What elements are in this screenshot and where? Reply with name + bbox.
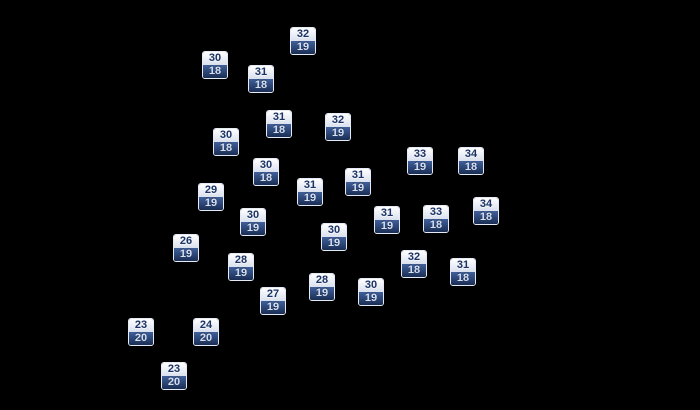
low-temp-value: 20: [129, 332, 153, 345]
temperature-marker[interactable]: 23 20: [128, 318, 154, 346]
temperature-marker[interactable]: 27 19: [260, 287, 286, 315]
low-temp-value: 18: [214, 142, 238, 155]
high-temp-value: 30: [322, 224, 346, 237]
high-temp-value: 31: [375, 207, 399, 220]
temperature-marker[interactable]: 31 19: [297, 178, 323, 206]
temperature-marker[interactable]: 31 19: [345, 168, 371, 196]
high-temp-value: 30: [241, 209, 265, 222]
low-temp-value: 19: [298, 192, 322, 205]
high-temp-value: 32: [402, 251, 426, 264]
low-temp-value: 19: [199, 197, 223, 210]
temperature-marker[interactable]: 30 18: [253, 158, 279, 186]
low-temp-value: 19: [326, 127, 350, 140]
temperature-marker[interactable]: 31 18: [450, 258, 476, 286]
low-temp-value: 18: [267, 124, 291, 137]
temperature-marker[interactable]: 32 19: [290, 27, 316, 55]
low-temp-value: 19: [359, 292, 383, 305]
high-temp-value: 23: [162, 363, 186, 376]
low-temp-value: 19: [229, 267, 253, 280]
high-temp-value: 28: [310, 274, 334, 287]
high-temp-value: 31: [298, 179, 322, 192]
temperature-marker[interactable]: 24 20: [193, 318, 219, 346]
low-temp-value: 18: [249, 79, 273, 92]
high-temp-value: 28: [229, 254, 253, 267]
low-temp-value: 19: [408, 161, 432, 174]
high-temp-value: 30: [359, 279, 383, 292]
low-temp-value: 19: [375, 220, 399, 233]
high-temp-value: 32: [326, 114, 350, 127]
low-temp-value: 19: [261, 301, 285, 314]
high-temp-value: 27: [261, 288, 285, 301]
high-temp-value: 30: [214, 129, 238, 142]
low-temp-value: 19: [310, 287, 334, 300]
temperature-marker[interactable]: 29 19: [198, 183, 224, 211]
high-temp-value: 34: [459, 148, 483, 161]
high-temp-value: 33: [424, 206, 448, 219]
low-temp-value: 19: [346, 182, 370, 195]
high-temp-value: 33: [408, 148, 432, 161]
low-temp-value: 18: [402, 264, 426, 277]
high-temp-value: 31: [346, 169, 370, 182]
low-temp-value: 18: [474, 211, 498, 224]
low-temp-value: 18: [459, 161, 483, 174]
low-temp-value: 19: [291, 41, 315, 54]
high-temp-value: 32: [291, 28, 315, 41]
low-temp-value: 20: [162, 376, 186, 389]
temperature-marker[interactable]: 30 19: [321, 223, 347, 251]
low-temp-value: 20: [194, 332, 218, 345]
temperature-marker[interactable]: 32 19: [325, 113, 351, 141]
temperature-marker[interactable]: 30 19: [240, 208, 266, 236]
temperature-marker[interactable]: 32 18: [401, 250, 427, 278]
low-temp-value: 18: [254, 172, 278, 185]
temperature-marker[interactable]: 28 19: [309, 273, 335, 301]
temperature-marker[interactable]: 33 18: [423, 205, 449, 233]
high-temp-value: 30: [254, 159, 278, 172]
temperature-marker[interactable]: 23 20: [161, 362, 187, 390]
temperature-marker[interactable]: 33 19: [407, 147, 433, 175]
low-temp-value: 18: [424, 219, 448, 232]
high-temp-value: 26: [174, 235, 198, 248]
high-temp-value: 31: [267, 111, 291, 124]
low-temp-value: 18: [451, 272, 475, 285]
high-temp-value: 31: [451, 259, 475, 272]
temperature-marker[interactable]: 34 18: [458, 147, 484, 175]
temperature-marker[interactable]: 28 19: [228, 253, 254, 281]
high-temp-value: 34: [474, 198, 498, 211]
low-temp-value: 19: [241, 222, 265, 235]
high-temp-value: 31: [249, 66, 273, 79]
temperature-marker[interactable]: 30 18: [213, 128, 239, 156]
high-temp-value: 29: [199, 184, 223, 197]
low-temp-value: 19: [174, 248, 198, 261]
temperature-marker[interactable]: 26 19: [173, 234, 199, 262]
temperature-marker[interactable]: 31 18: [266, 110, 292, 138]
high-temp-value: 23: [129, 319, 153, 332]
high-temp-value: 30: [203, 52, 227, 65]
temperature-marker[interactable]: 34 18: [473, 197, 499, 225]
temperature-marker[interactable]: 30 19: [358, 278, 384, 306]
low-temp-value: 18: [203, 65, 227, 78]
low-temp-value: 19: [322, 237, 346, 250]
temperature-marker[interactable]: 31 18: [248, 65, 274, 93]
temperature-marker[interactable]: 31 19: [374, 206, 400, 234]
high-temp-value: 24: [194, 319, 218, 332]
temperature-marker[interactable]: 30 18: [202, 51, 228, 79]
